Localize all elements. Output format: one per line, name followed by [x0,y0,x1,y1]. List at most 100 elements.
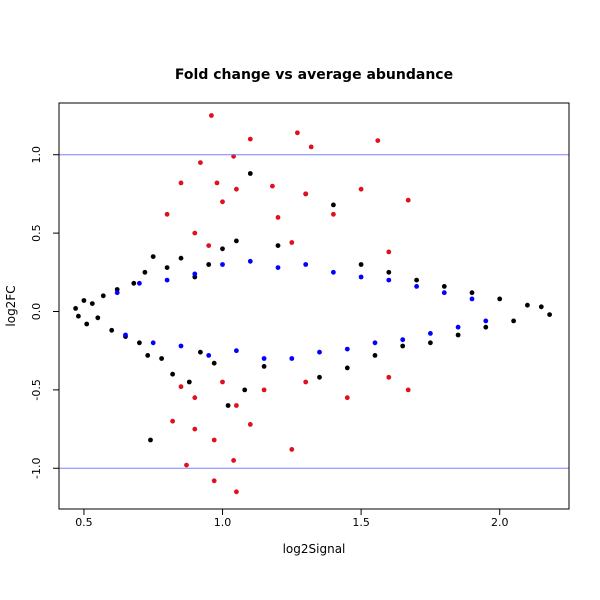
red-point-1 [209,113,214,118]
y-tick-label-3: 0.0 [30,303,43,321]
black-point-25 [211,360,217,366]
blue-point-15 [303,262,309,267]
black-point-16 [148,437,153,443]
red-point-4 [295,130,300,136]
plot-frame [58,102,570,510]
blue-point-9 [220,262,225,267]
red-point-9 [214,180,220,186]
red-point-21 [289,240,295,245]
red-point-31 [405,387,411,393]
black-point-47 [497,296,503,302]
blue-point-23 [414,284,419,289]
blue-point-13 [275,265,281,270]
red-point-22 [386,249,392,255]
red-point-30 [386,374,392,380]
blue-point-3 [137,280,142,286]
black-point-27 [225,403,231,408]
x-axis-label: log2Signal [283,542,346,556]
red-point-24 [192,395,198,401]
y-tick-label-1: -1.0 [30,458,43,479]
black-point-36 [344,365,350,371]
black-point-17 [159,356,165,361]
red-point-28 [303,379,309,385]
blue-point-12 [261,356,267,361]
black-point-35 [331,202,336,208]
red-point-29 [344,395,350,401]
red-point-8 [198,160,203,166]
blue-point-25 [441,290,447,296]
red-point-12 [270,183,275,189]
red-point-11 [220,199,225,205]
black-point-42 [428,340,433,346]
red-point-13 [303,191,309,197]
black-point-19 [170,371,176,377]
black-point-30 [247,171,253,176]
red-point-33 [192,426,198,432]
y-tick-label-2: -0.5 [30,379,43,400]
blue-point-8 [206,353,212,358]
black-point-46 [483,324,489,330]
x-tick-label-1: 0.5 [75,516,93,529]
x-tick-label-3: 1.5 [352,516,370,529]
black-point-34 [317,374,322,380]
black-point-49 [525,302,530,308]
red-point-34 [211,437,217,443]
blue-point-21 [386,277,392,283]
red-point-25 [220,379,225,385]
blue-point-18 [344,346,350,352]
black-point-28 [234,238,239,244]
red-point-37 [184,462,189,468]
blue-point-11 [247,258,253,264]
black-point-32 [275,243,281,249]
black-point-1 [73,306,78,311]
red-point-35 [247,422,253,427]
black-point-5 [89,301,95,306]
red-point-20 [206,243,212,249]
black-point-51 [547,312,552,317]
red-point-16 [164,211,170,217]
x-tick-label-4: 2.0 [491,516,509,529]
data-points [73,113,552,495]
chart-title: Fold change vs average abundance [175,67,453,83]
red-point-5 [308,144,314,150]
red-point-19 [331,211,336,217]
black-point-50 [538,304,544,310]
red-point-17 [192,230,198,236]
black-point-41 [414,277,419,283]
black-point-2 [76,313,81,319]
blue-point-4 [150,340,156,346]
red-point-39 [231,458,237,463]
blue-point-7 [192,271,198,277]
black-point-24 [206,262,212,267]
blue-point-17 [331,269,336,275]
black-point-38 [372,353,378,358]
y-axis: -1.0 -0.5 0.0 0.5 1.0 [30,146,59,479]
black-point-44 [455,332,461,338]
black-point-31 [261,364,267,369]
blue-point-28 [483,318,489,324]
black-point-3 [81,298,87,303]
blue-point-1 [114,290,120,296]
black-point-6 [95,315,101,321]
blue-point-5 [164,277,170,283]
blue-point-27 [469,296,475,302]
red-point-7 [178,180,184,186]
black-point-21 [186,379,192,385]
red-point-6 [375,138,381,144]
black-point-14 [145,353,151,358]
black-point-13 [142,269,148,275]
y-axis-label: log2FC [4,285,18,326]
blue-point-20 [372,340,378,346]
blue-point-10 [234,348,239,354]
black-point-39 [386,269,392,275]
black-point-11 [131,280,137,286]
red-point-14 [358,186,364,192]
black-point-26 [220,246,225,252]
black-point-45 [469,290,475,296]
black-point-43 [441,284,447,289]
black-point-23 [198,349,203,355]
red-point-40 [234,489,239,495]
blue-point-19 [358,274,364,280]
